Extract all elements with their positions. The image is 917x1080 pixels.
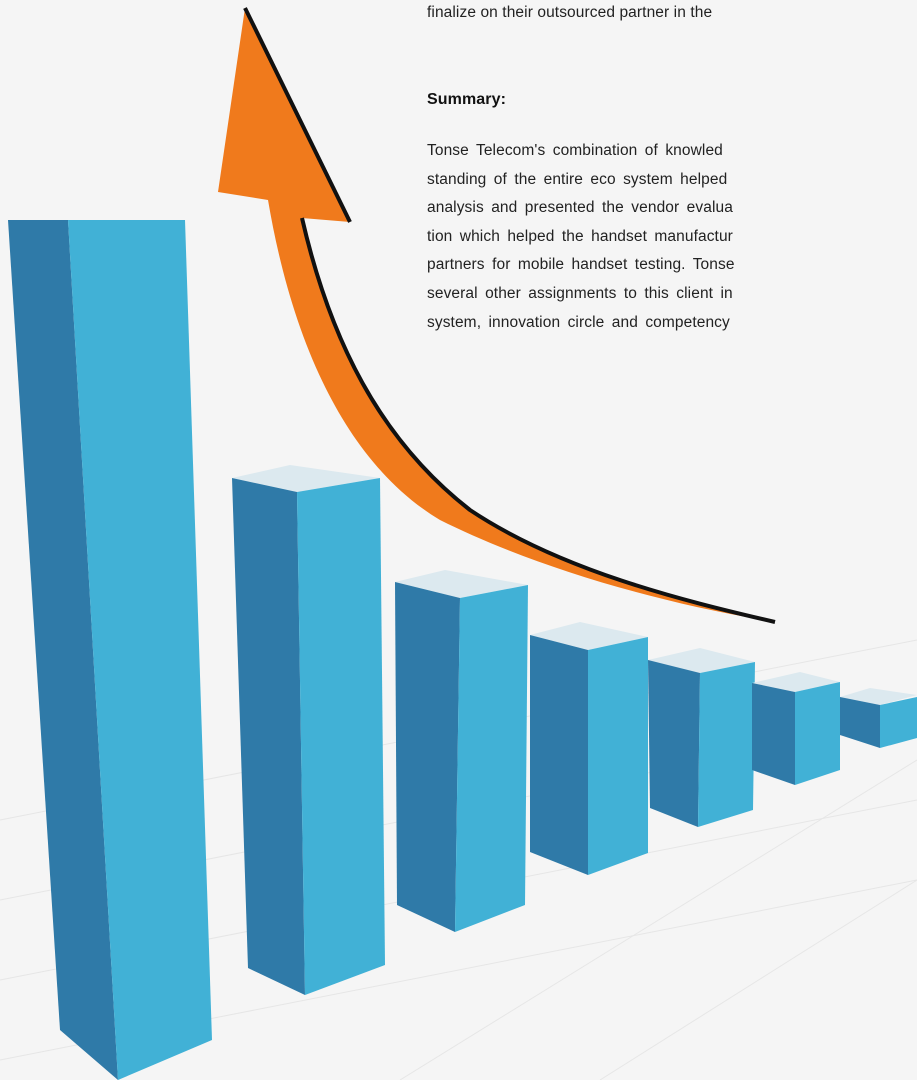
summary-line: Tonse Telecom's combination of knowled	[427, 142, 723, 159]
summary-line: partners for mobile handset testing. Ton…	[427, 256, 735, 274]
bars	[8, 220, 917, 1080]
summary-line: standing of the entire eco system helped	[427, 170, 728, 188]
summary-line: analysis and presented the vendor evalua	[427, 199, 733, 217]
summary-line: several other assignments to this client…	[427, 285, 733, 302]
arrow	[218, 7, 776, 624]
summary-line: tion which helped the handset manufactur	[427, 227, 733, 245]
intro-text: finalize on their outsourced partner in …	[427, 4, 713, 21]
summary-line: system, innovation circle and competency	[427, 313, 730, 331]
summary-heading: Summary:	[427, 91, 507, 108]
